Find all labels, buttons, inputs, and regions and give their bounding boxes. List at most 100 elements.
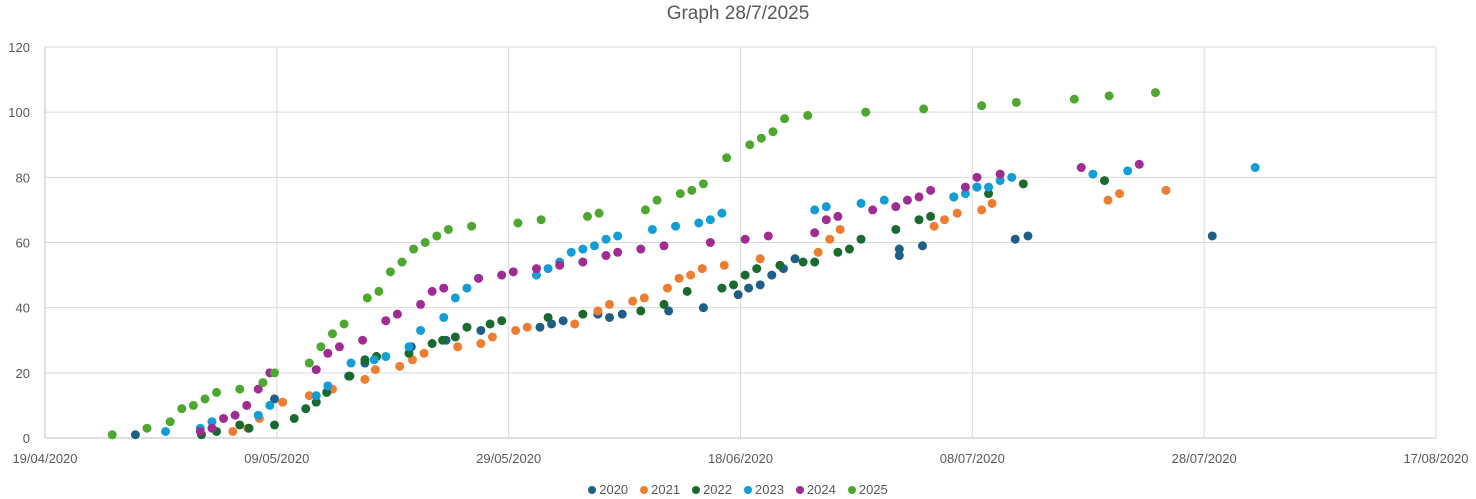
data-point <box>242 400 252 410</box>
legend-item-2024: 2024 <box>795 482 836 497</box>
data-point <box>705 215 715 225</box>
data-point <box>825 234 835 244</box>
data-point <box>142 423 152 433</box>
data-point <box>894 244 904 254</box>
data-point <box>722 153 732 163</box>
data-point <box>605 299 615 309</box>
data-point <box>358 335 368 345</box>
data-point <box>613 231 623 241</box>
data-point <box>200 394 210 404</box>
data-point <box>652 195 662 205</box>
data-point <box>392 309 402 319</box>
data-point <box>374 286 384 296</box>
data-point <box>1069 94 1079 104</box>
data-point <box>476 325 486 335</box>
data-point <box>270 368 280 378</box>
data-point <box>289 413 299 423</box>
data-point <box>940 215 950 225</box>
data-point <box>450 332 460 342</box>
legend-item-2023: 2023 <box>744 482 784 497</box>
data-point <box>810 228 820 238</box>
data-point <box>952 208 962 218</box>
data-point <box>360 355 370 365</box>
data-point <box>659 299 669 309</box>
data-point <box>929 221 939 231</box>
data-point <box>984 182 994 192</box>
data-point <box>682 286 692 296</box>
data-point <box>594 208 604 218</box>
data-point <box>385 267 395 277</box>
data-point <box>686 270 696 280</box>
data-point <box>790 254 800 264</box>
series-2022 <box>196 176 1109 440</box>
data-point <box>427 339 437 349</box>
data-point <box>1250 163 1260 173</box>
data-point <box>1010 234 1020 244</box>
data-point <box>1123 166 1133 176</box>
data-point <box>381 316 391 326</box>
data-point <box>323 348 333 358</box>
data-point <box>404 348 414 358</box>
data-point <box>717 208 727 218</box>
data-point <box>687 185 697 195</box>
legend-item-2025: 2025 <box>847 482 888 497</box>
data-point <box>740 234 750 244</box>
data-point <box>253 410 263 420</box>
legend-marker-icon <box>692 485 701 494</box>
legend-label: 2021 <box>651 482 681 497</box>
data-point <box>278 397 288 407</box>
data-point <box>165 417 175 427</box>
data-point <box>926 185 936 195</box>
data-point <box>833 247 843 257</box>
data-point <box>511 325 521 335</box>
data-point <box>578 257 588 267</box>
legend-label: 2022 <box>703 482 732 497</box>
data-point <box>207 417 217 427</box>
chart-title: Graph 28/7/2025 <box>666 3 810 24</box>
data-point <box>647 224 657 234</box>
data-point <box>919 104 929 114</box>
data-point <box>345 371 355 381</box>
data-point <box>740 270 750 280</box>
y-tick-label: 40 <box>16 301 30 316</box>
data-point <box>327 329 337 339</box>
data-point <box>535 322 545 332</box>
data-point <box>705 238 715 247</box>
data-point <box>879 195 889 205</box>
data-point <box>1103 195 1113 205</box>
data-point <box>409 244 419 254</box>
data-point <box>334 342 344 352</box>
x-tick-label: 09/05/2020 <box>244 451 309 466</box>
data-point <box>674 273 684 283</box>
data-point <box>891 202 901 212</box>
data-point <box>543 312 553 322</box>
data-point <box>729 280 739 290</box>
x-tick-label: 28/07/2020 <box>1172 451 1237 466</box>
data-point <box>697 264 707 274</box>
data-point <box>427 286 437 296</box>
data-point <box>311 391 321 401</box>
data-point <box>467 221 477 231</box>
data-point <box>476 339 486 349</box>
data-point <box>582 211 592 221</box>
data-point <box>914 192 924 202</box>
legend-label: 2020 <box>599 482 629 497</box>
data-point <box>719 260 729 270</box>
data-point <box>130 430 140 440</box>
data-point <box>835 224 845 234</box>
data-point <box>404 342 414 352</box>
legend-marker-icon <box>744 485 752 494</box>
data-point <box>1088 169 1098 179</box>
data-point <box>949 192 959 202</box>
data-point <box>450 293 460 303</box>
data-point <box>698 179 708 189</box>
legend-item-2020: 2020 <box>588 482 628 497</box>
data-point <box>443 224 453 234</box>
y-tick-label: 60 <box>16 236 30 251</box>
data-point <box>813 247 823 257</box>
data-point <box>639 293 649 303</box>
x-tick-label: 29/05/2020 <box>476 451 541 466</box>
x-tick-label: 19/04/2020 <box>12 451 77 466</box>
legend-marker-icon <box>588 485 597 494</box>
data-point <box>803 110 813 120</box>
